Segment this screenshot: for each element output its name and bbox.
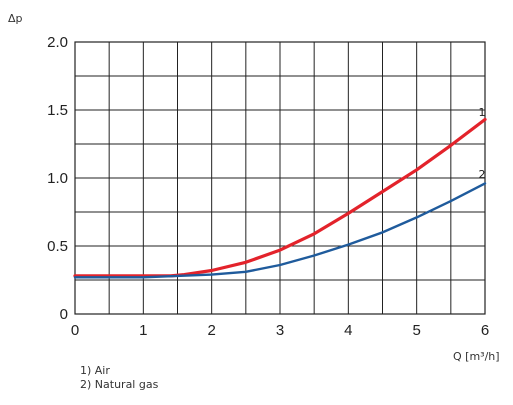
y-axis-label: Δp <box>8 12 23 25</box>
series-label-2: 2 <box>478 168 485 181</box>
x-tick-label: 3 <box>276 322 284 339</box>
x-axis-label: Q [m³/h] <box>453 350 500 363</box>
x-tick-label: 6 <box>481 322 489 339</box>
series-line-1 <box>73 117 487 278</box>
series-labels: 12 <box>478 106 485 181</box>
x-tick-label: 1 <box>139 322 147 339</box>
tick-labels: 0 1 2 3 4 5 600.51.01.52.0 <box>47 34 489 339</box>
y-tick-label: 2.0 <box>47 34 68 51</box>
y-tick-label: 1.0 <box>47 170 68 187</box>
x-tick-label: 4 <box>344 322 352 339</box>
legend-item-natural-gas: 2) Natural gas <box>80 378 159 391</box>
plot-frame <box>74 41 486 315</box>
series-label-1: 1 <box>478 106 485 119</box>
chart-grid <box>74 41 486 315</box>
chart-axes <box>74 41 486 315</box>
series-lines <box>73 117 487 279</box>
x-tick-label: 0 <box>71 322 79 339</box>
series-line-2 <box>73 182 487 279</box>
x-tick-label: 5 <box>412 322 420 339</box>
x-tick-label: 2 <box>207 322 215 339</box>
legend: 1) Air 2) Natural gas <box>80 364 158 392</box>
y-tick-label: 0.5 <box>47 238 68 255</box>
y-tick-label: 1.5 <box>47 102 68 119</box>
legend-item-air: 1) Air <box>80 364 110 377</box>
y-tick-label: 0 <box>60 306 68 323</box>
